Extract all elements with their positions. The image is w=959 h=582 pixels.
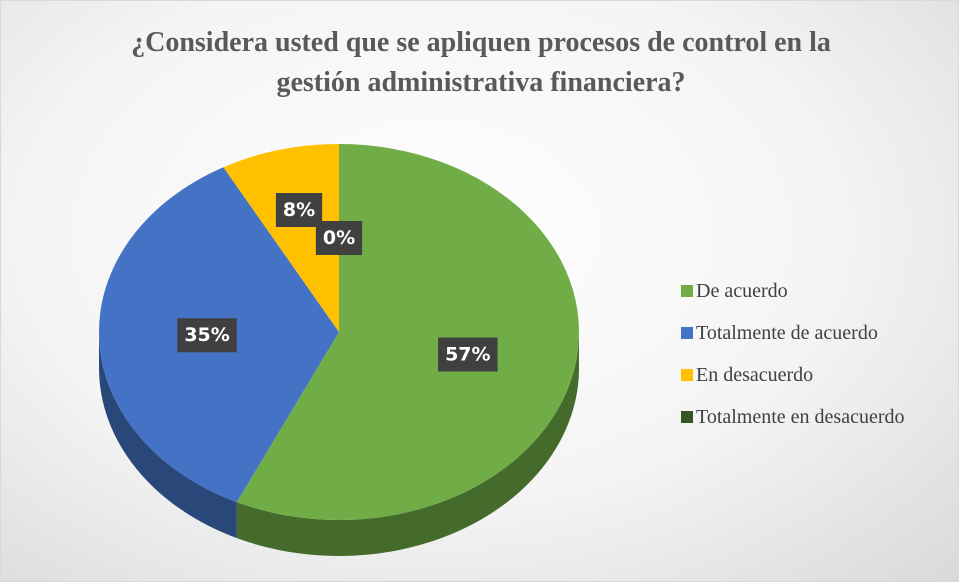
legend-swatch [681,327,693,339]
legend-swatch [681,369,693,381]
data-label: 57% [438,337,498,372]
data-label-text: 0% [323,227,355,249]
legend-label: Totalmente de acuerdo [696,322,878,344]
legend-swatch [681,411,693,423]
data-label: 35% [177,318,237,353]
data-label-box [438,337,498,372]
slice-side [236,332,580,557]
data-label-text: 57% [445,344,490,366]
data-label-box [275,192,323,227]
chart-title: ¿Considera usted que se apliquen proceso… [131,27,831,98]
legend-swatch [681,285,693,297]
slice-side [99,332,237,539]
legend-label: En desacuerdo [696,364,813,386]
data-label: 8% [275,192,323,227]
data-label-box [177,318,237,353]
legend-label: Totalmente en desacuerdo [696,406,905,428]
data-label: 0% [315,221,363,255]
data-label-text: 35% [184,324,229,346]
data-label-box [315,221,363,255]
slice [236,144,579,520]
data-label-text: 8% [283,199,315,221]
slice [223,144,339,332]
legend-label: De acuerdo [696,280,788,302]
